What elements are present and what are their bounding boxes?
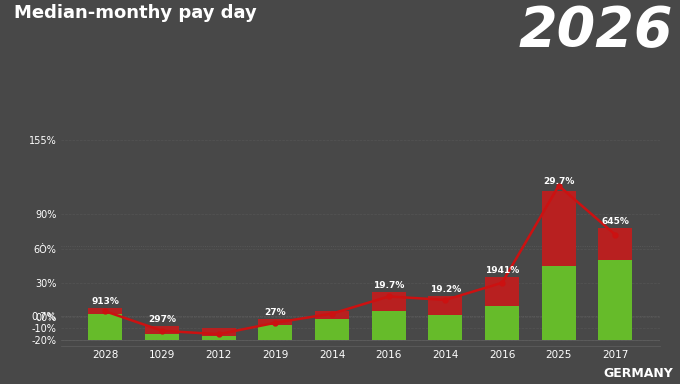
Bar: [542, 266, 576, 340]
Text: 29.7%: 29.7%: [543, 177, 575, 186]
Bar: [202, 328, 236, 336]
Bar: [145, 326, 179, 334]
Bar: [315, 311, 349, 319]
Text: 1941%: 1941%: [485, 266, 520, 275]
Bar: [372, 311, 406, 340]
Bar: [485, 306, 519, 340]
Bar: [542, 191, 576, 266]
Bar: [258, 319, 292, 325]
Bar: [315, 319, 349, 340]
Bar: [88, 308, 122, 314]
Bar: [202, 336, 236, 340]
Text: Median-monthy pay day: Median-monthy pay day: [14, 4, 256, 22]
Text: 645%: 645%: [602, 217, 629, 226]
Text: 19.2%: 19.2%: [430, 285, 461, 294]
Bar: [598, 228, 632, 260]
Bar: [485, 277, 519, 306]
Text: 297%: 297%: [148, 315, 176, 324]
Bar: [428, 296, 462, 315]
Text: 19.7%: 19.7%: [373, 281, 405, 290]
Bar: [145, 334, 179, 340]
Text: 2026: 2026: [519, 4, 673, 58]
Text: 913%: 913%: [92, 296, 119, 306]
Bar: [88, 314, 122, 340]
Bar: [372, 292, 406, 311]
Bar: [258, 325, 292, 340]
Bar: [598, 260, 632, 340]
Bar: [428, 315, 462, 340]
Text: GERMANY: GERMANY: [603, 367, 673, 380]
Text: 27%: 27%: [265, 308, 286, 317]
